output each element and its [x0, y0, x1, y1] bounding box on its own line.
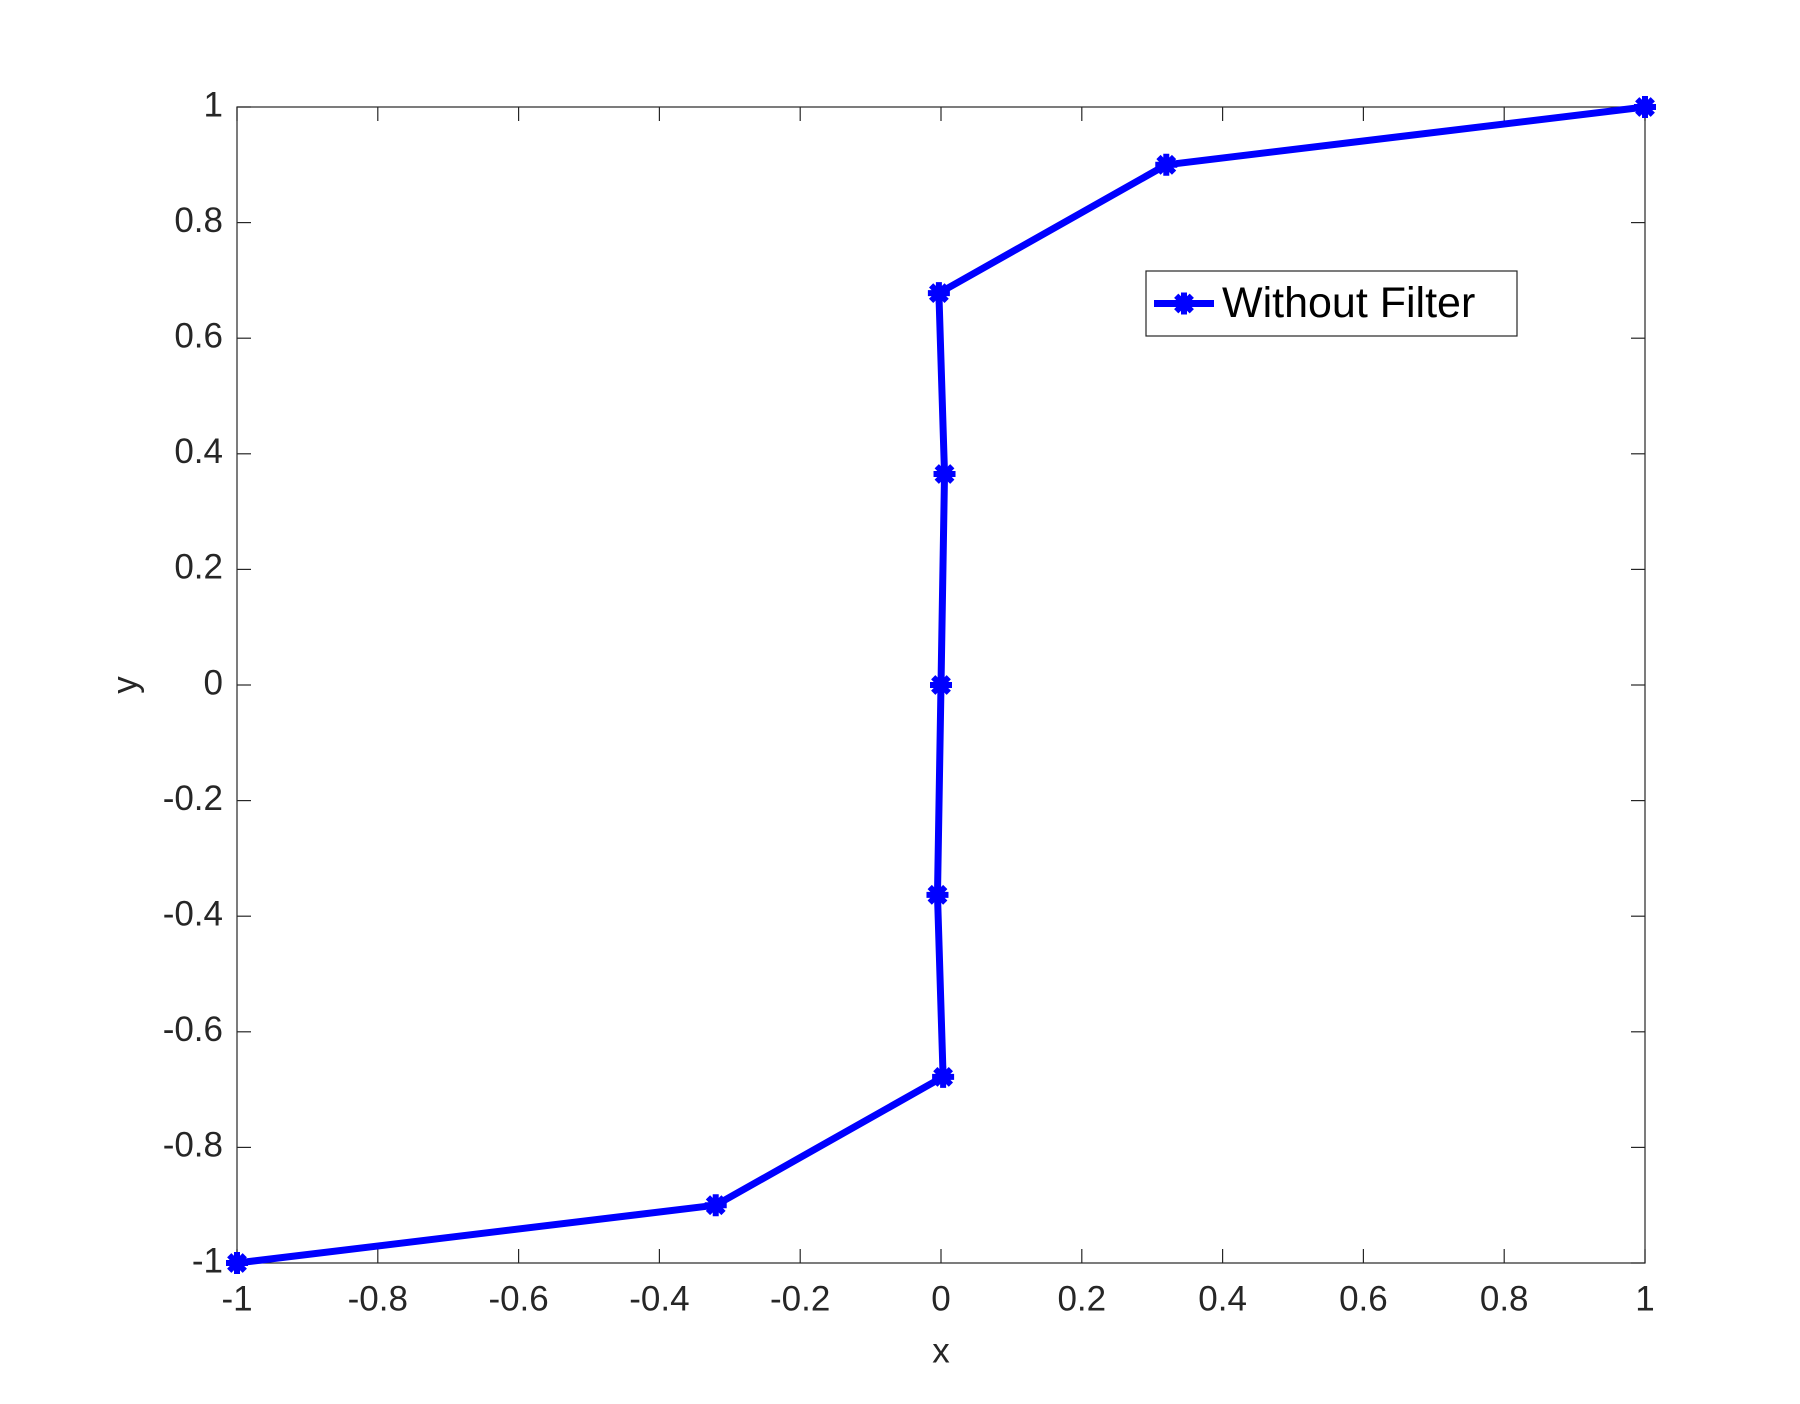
- y-tick-label: 0.4: [174, 432, 223, 471]
- marker: [927, 282, 950, 305]
- legend-marker: [1173, 292, 1195, 315]
- y-tick-label: 1: [204, 85, 223, 124]
- x-tick-label: -1: [221, 1279, 252, 1318]
- x-tick-label: -0.6: [488, 1279, 548, 1318]
- x-tick-label: -0.2: [770, 1279, 830, 1318]
- x-tick-label: 0.2: [1057, 1279, 1106, 1318]
- y-tick-label: -0.4: [163, 894, 223, 933]
- y-tick-label: -0.2: [163, 779, 223, 818]
- x-tick-label: 0: [931, 1279, 950, 1318]
- marker: [226, 1252, 248, 1274]
- x-tick-label: -0.4: [629, 1279, 689, 1318]
- y-tick-label: 0.8: [174, 201, 223, 240]
- y-tick-label: -1: [192, 1241, 223, 1280]
- x-tick-label: 0.8: [1480, 1279, 1529, 1318]
- marker: [1634, 96, 1656, 118]
- marker: [704, 1194, 727, 1217]
- marker: [932, 1065, 955, 1088]
- y-tick-label: 0.6: [174, 316, 223, 355]
- legend-label: Without Filter: [1222, 279, 1475, 327]
- marker: [933, 463, 956, 486]
- y-tick-label: 0: [204, 663, 223, 702]
- x-tick-label: 1: [1635, 1279, 1654, 1318]
- y-tick-label: -0.6: [163, 1010, 223, 1049]
- y-axis-label: y: [105, 676, 144, 694]
- x-tick-label: -0.8: [348, 1279, 408, 1318]
- marker: [1155, 153, 1178, 176]
- marker: [926, 883, 949, 906]
- x-axis-label: x: [932, 1331, 950, 1370]
- marker: [930, 674, 952, 696]
- x-tick-label: 0.4: [1198, 1279, 1247, 1318]
- y-tick-label: -0.8: [163, 1126, 223, 1165]
- x-tick-label: 0.6: [1339, 1279, 1388, 1318]
- y-tick-label: 0.2: [174, 548, 223, 587]
